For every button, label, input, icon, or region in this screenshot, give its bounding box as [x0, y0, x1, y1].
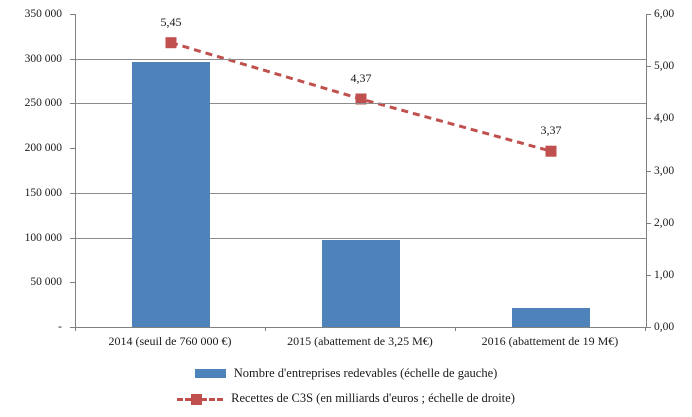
- left-axis-tick-mark: [70, 59, 75, 60]
- legend-item-line: Recettes de C3S (en milliards d'euros ; …: [0, 386, 692, 411]
- right-axis-tick-mark: [646, 327, 651, 328]
- bar: [132, 62, 210, 327]
- right-axis-tick-label: 3,00: [654, 165, 675, 177]
- right-axis-tick-mark: [646, 275, 651, 276]
- right-axis-tick-mark: [646, 118, 651, 119]
- x-axis-tick-mark: [455, 327, 456, 331]
- x-axis-category-label: 2015 (abattement de 3,25 M€): [287, 334, 433, 348]
- right-axis-tick-mark: [646, 223, 651, 224]
- line-point-label: 3,37: [540, 123, 562, 137]
- right-axis-tick-mark: [646, 171, 651, 172]
- line-point-label: 4,37: [350, 71, 372, 85]
- bar: [512, 308, 590, 327]
- right-axis-tick-label: 6,00: [654, 8, 675, 20]
- left-axis-tick-mark: [70, 282, 75, 283]
- right-axis-tick-label: 2,00: [654, 217, 675, 229]
- left-axis-tick-mark: [70, 148, 75, 149]
- x-axis-tick-mark: [645, 327, 646, 331]
- right-axis-tick-mark: [646, 66, 651, 67]
- left-axis-tick-label: 350 000: [24, 8, 62, 20]
- left-axis-tick-mark: [70, 238, 75, 239]
- left-axis-tick-label: 200 000: [24, 142, 62, 154]
- right-axis-tick-mark: [646, 14, 651, 15]
- bar: [322, 240, 400, 327]
- left-axis-tick-mark: [70, 327, 75, 328]
- gridline: [76, 238, 646, 239]
- left-axis-tick-label: 250 000: [24, 97, 62, 109]
- line-marker: [165, 37, 177, 49]
- plot-area: 5,45 4,37 3,37: [75, 14, 647, 328]
- line-point-label: 5,45: [160, 15, 182, 29]
- line-marker: [355, 93, 367, 105]
- left-axis-tick-mark: [70, 103, 75, 104]
- left-axis-tick-mark: [70, 193, 75, 194]
- line-marker: [545, 145, 557, 157]
- left-axis-tick-label: 300 000: [24, 53, 62, 65]
- legend-label-line: Recettes de C3S (en milliards d'euros ; …: [231, 391, 515, 405]
- gridline: [76, 193, 646, 194]
- left-axis-tick-label: -: [58, 321, 62, 333]
- revenue-line-layer: [165, 37, 557, 157]
- x-axis-tick-mark: [75, 327, 76, 331]
- left-axis-tick-label: 50 000: [30, 276, 62, 288]
- left-axis-tick-mark: [70, 14, 75, 15]
- line-series-swatch: [177, 393, 224, 405]
- left-axis-tick-label: 100 000: [24, 232, 62, 244]
- square-marker-glyph: [191, 393, 203, 405]
- x-axis-tick-mark: [265, 327, 266, 331]
- legend-label-bars: Nombre d'entreprises redevables (échelle…: [233, 366, 498, 380]
- chart-legend: Nombre d'entreprises redevables (échelle…: [0, 361, 692, 411]
- left-axis-tick-label: 150 000: [24, 187, 62, 199]
- gridline: [76, 103, 646, 104]
- right-axis-tick-label: 1,00: [654, 269, 675, 281]
- right-axis-tick-label: 0,00: [654, 321, 675, 333]
- legend-item-bars: Nombre d'entreprises redevables (échelle…: [0, 361, 692, 386]
- x-axis-category-label: 2016 (abattement de 19 M€): [481, 334, 619, 348]
- bar-series-swatch: [194, 369, 226, 378]
- right-axis-tick-label: 4,00: [654, 112, 675, 124]
- x-axis-category-label: 2014 (seuil de 760 000 €): [108, 334, 232, 348]
- gridline: [76, 59, 646, 60]
- right-axis-tick-label: 5,00: [654, 60, 675, 72]
